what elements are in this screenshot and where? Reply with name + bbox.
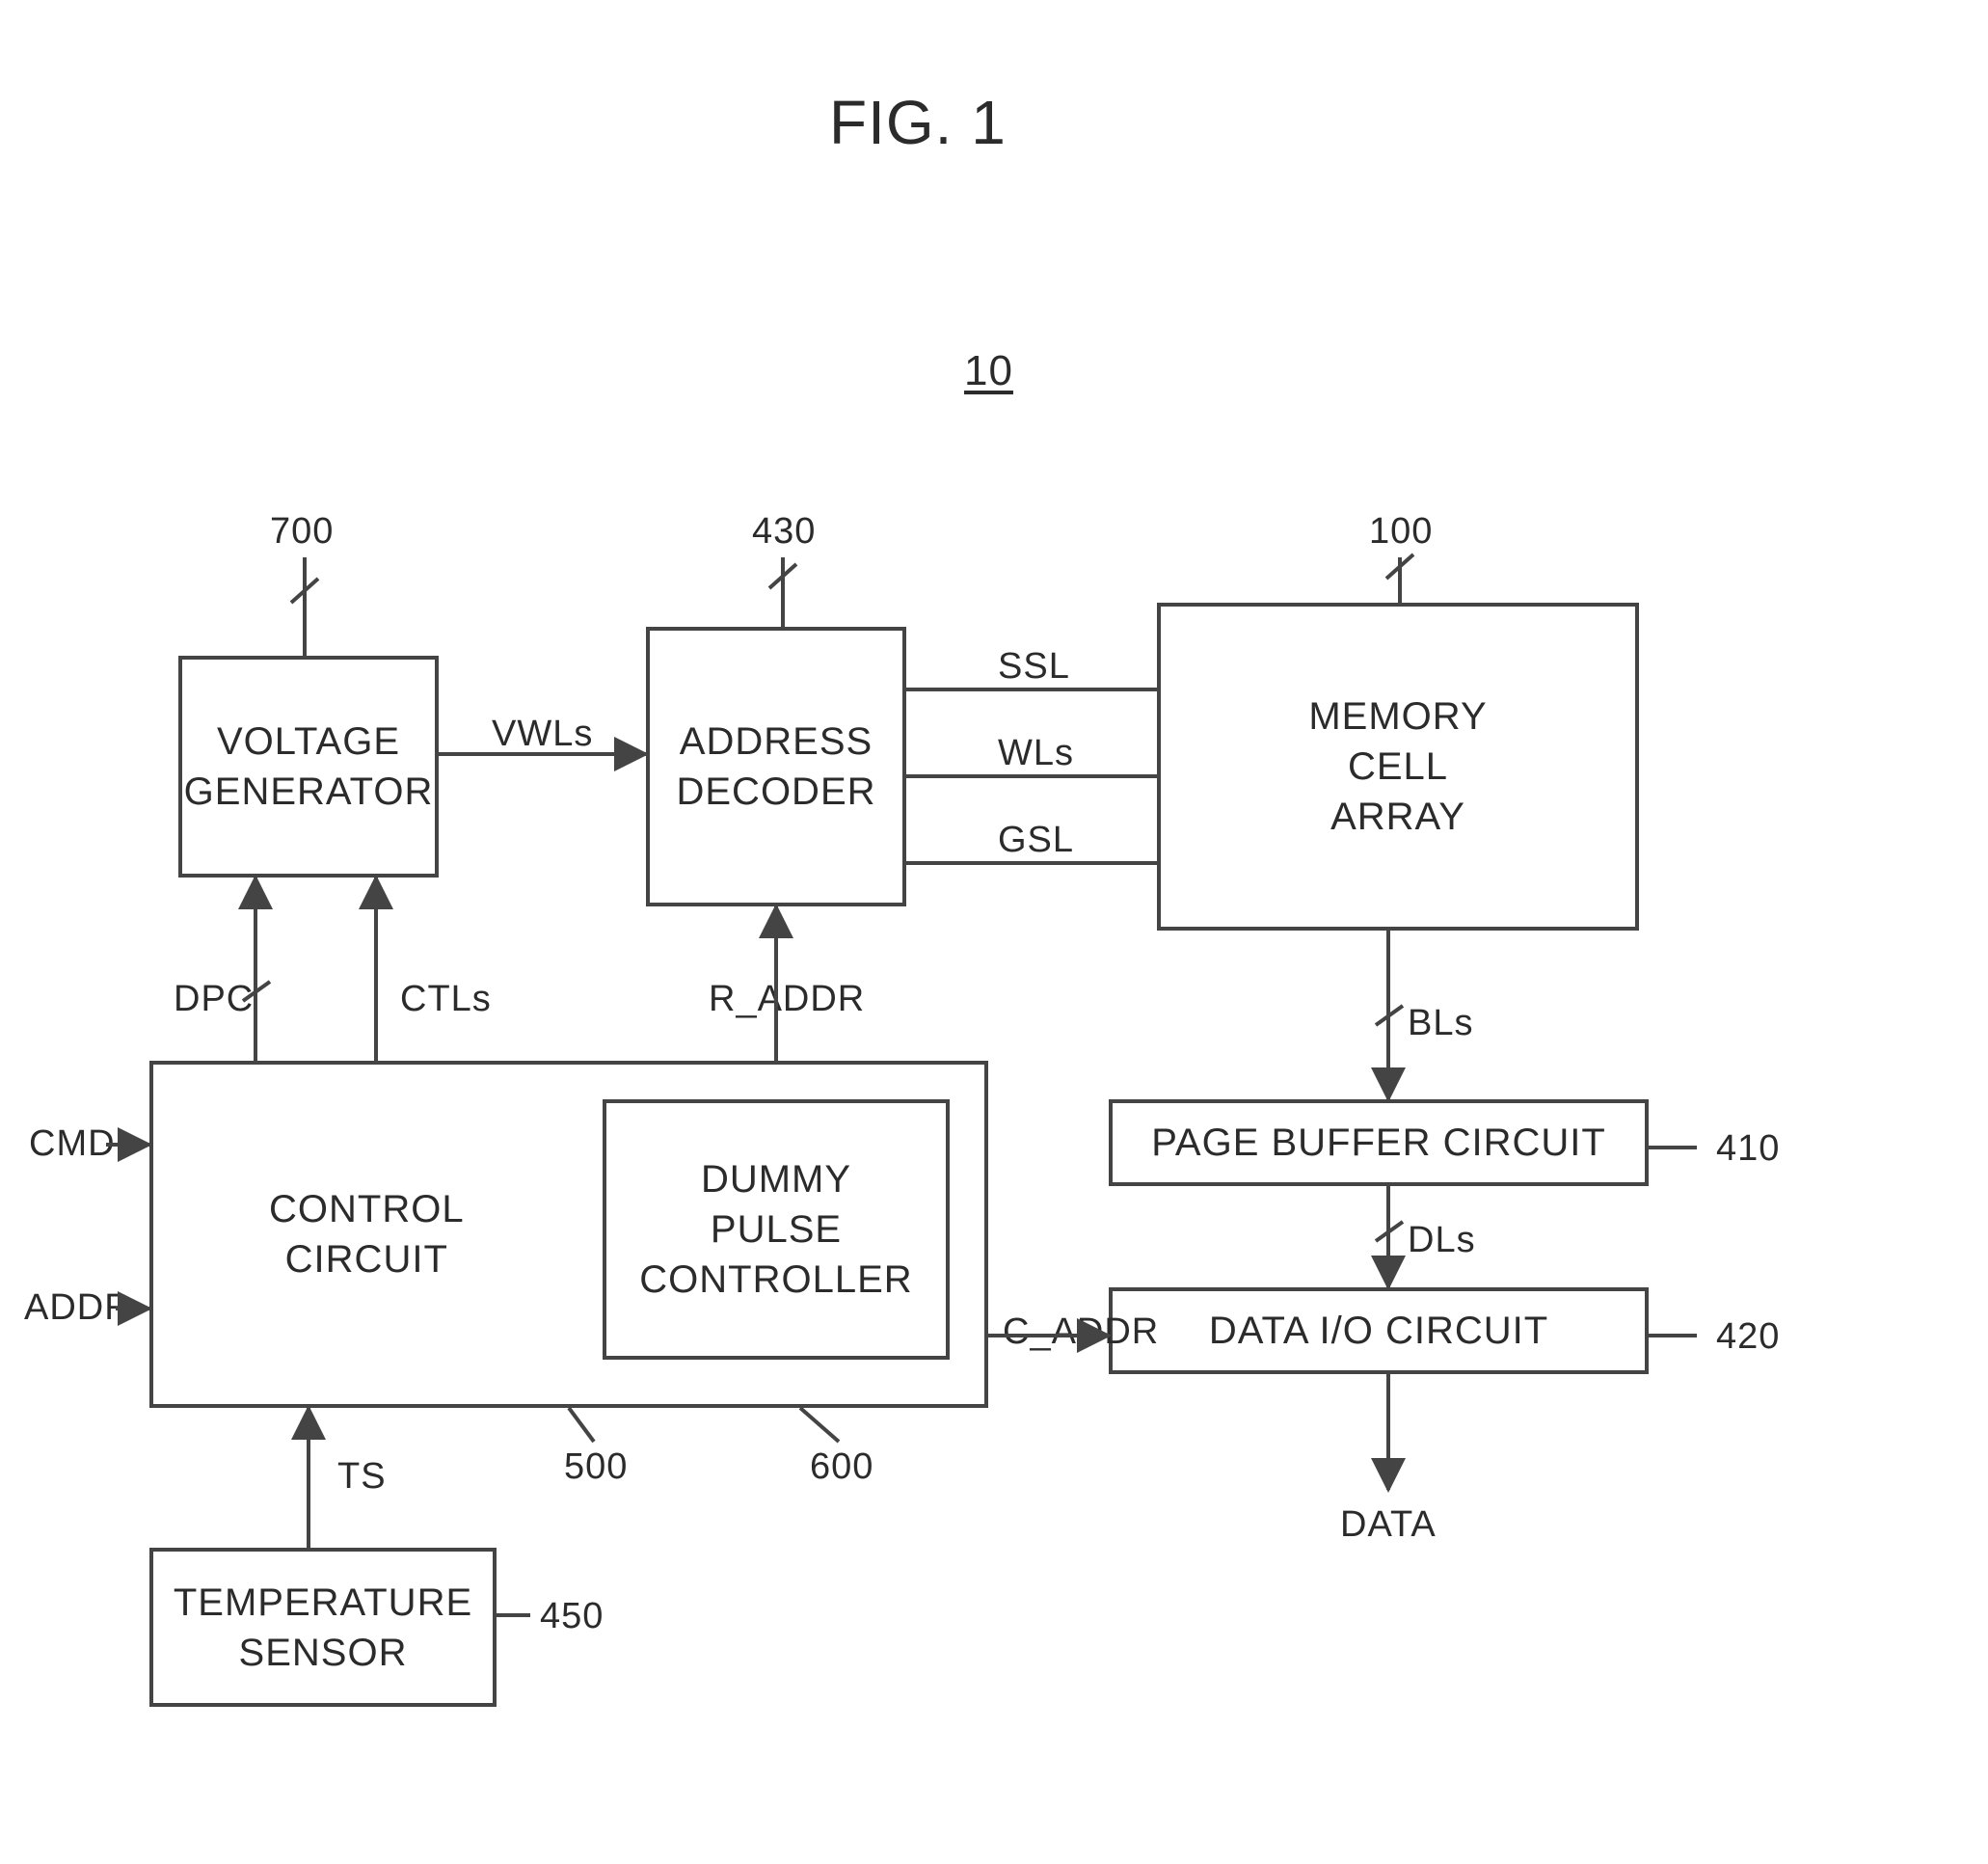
- sig-ctls: CTLs: [400, 979, 492, 1020]
- sig-raddr: R_ADDR: [709, 979, 865, 1020]
- box-dummy-pulse-controller-label: DUMMYPULSECONTROLLER: [639, 1154, 912, 1305]
- ref-430: 430: [752, 511, 816, 553]
- sig-dls: DLs: [1408, 1220, 1476, 1261]
- box-data-io-label: DATA I/O CIRCUIT: [1209, 1306, 1548, 1356]
- ref-100: 100: [1369, 511, 1433, 553]
- sig-dpc: DPC: [174, 979, 254, 1020]
- ref-450: 450: [540, 1596, 604, 1637]
- figure-ref: 10: [964, 347, 1013, 395]
- box-temperature-sensor: TEMPERATURESENSOR: [149, 1548, 497, 1707]
- sig-ssl: SSL: [998, 646, 1070, 688]
- sig-ts: TS: [337, 1456, 387, 1498]
- box-address-decoder: ADDRESSDECODER: [646, 627, 906, 906]
- ref-420: 420: [1716, 1316, 1780, 1358]
- box-page-buffer: PAGE BUFFER CIRCUIT: [1109, 1099, 1649, 1186]
- figure-title: FIG. 1: [829, 87, 1007, 158]
- sig-caddr: C_ADDR: [1003, 1311, 1159, 1353]
- box-dummy-pulse-controller: DUMMYPULSECONTROLLER: [603, 1099, 950, 1360]
- sig-cmd: CMD: [29, 1123, 116, 1165]
- box-control-circuit-label: CONTROLCIRCUIT: [269, 1184, 465, 1284]
- sig-bls: BLs: [1408, 1003, 1473, 1044]
- box-memory-cell-array-label: MEMORYCELLARRAY: [1308, 691, 1487, 842]
- box-address-decoder-label: ADDRESSDECODER: [676, 716, 875, 817]
- ref-500: 500: [564, 1446, 628, 1488]
- box-page-buffer-label: PAGE BUFFER CIRCUIT: [1151, 1118, 1606, 1168]
- ref-700: 700: [270, 511, 334, 553]
- box-data-io: DATA I/O CIRCUIT: [1109, 1287, 1649, 1374]
- sig-data: DATA: [1340, 1504, 1437, 1546]
- sig-gsl: GSL: [998, 820, 1074, 861]
- box-temperature-sensor-label: TEMPERATURESENSOR: [174, 1578, 472, 1678]
- sig-vwls: VWLs: [492, 714, 593, 755]
- sig-addr: ADDR: [24, 1287, 132, 1329]
- ref-410: 410: [1716, 1128, 1780, 1170]
- sig-wls: WLs: [998, 733, 1074, 774]
- ref-600: 600: [810, 1446, 873, 1488]
- box-voltage-generator: VOLTAGEGENERATOR: [178, 656, 439, 878]
- box-voltage-generator-label: VOLTAGEGENERATOR: [184, 716, 434, 817]
- box-memory-cell-array: MEMORYCELLARRAY: [1157, 603, 1639, 931]
- diagram-canvas: FIG. 1 10 700 430 100 410 420 500 600 45…: [0, 0, 1988, 1864]
